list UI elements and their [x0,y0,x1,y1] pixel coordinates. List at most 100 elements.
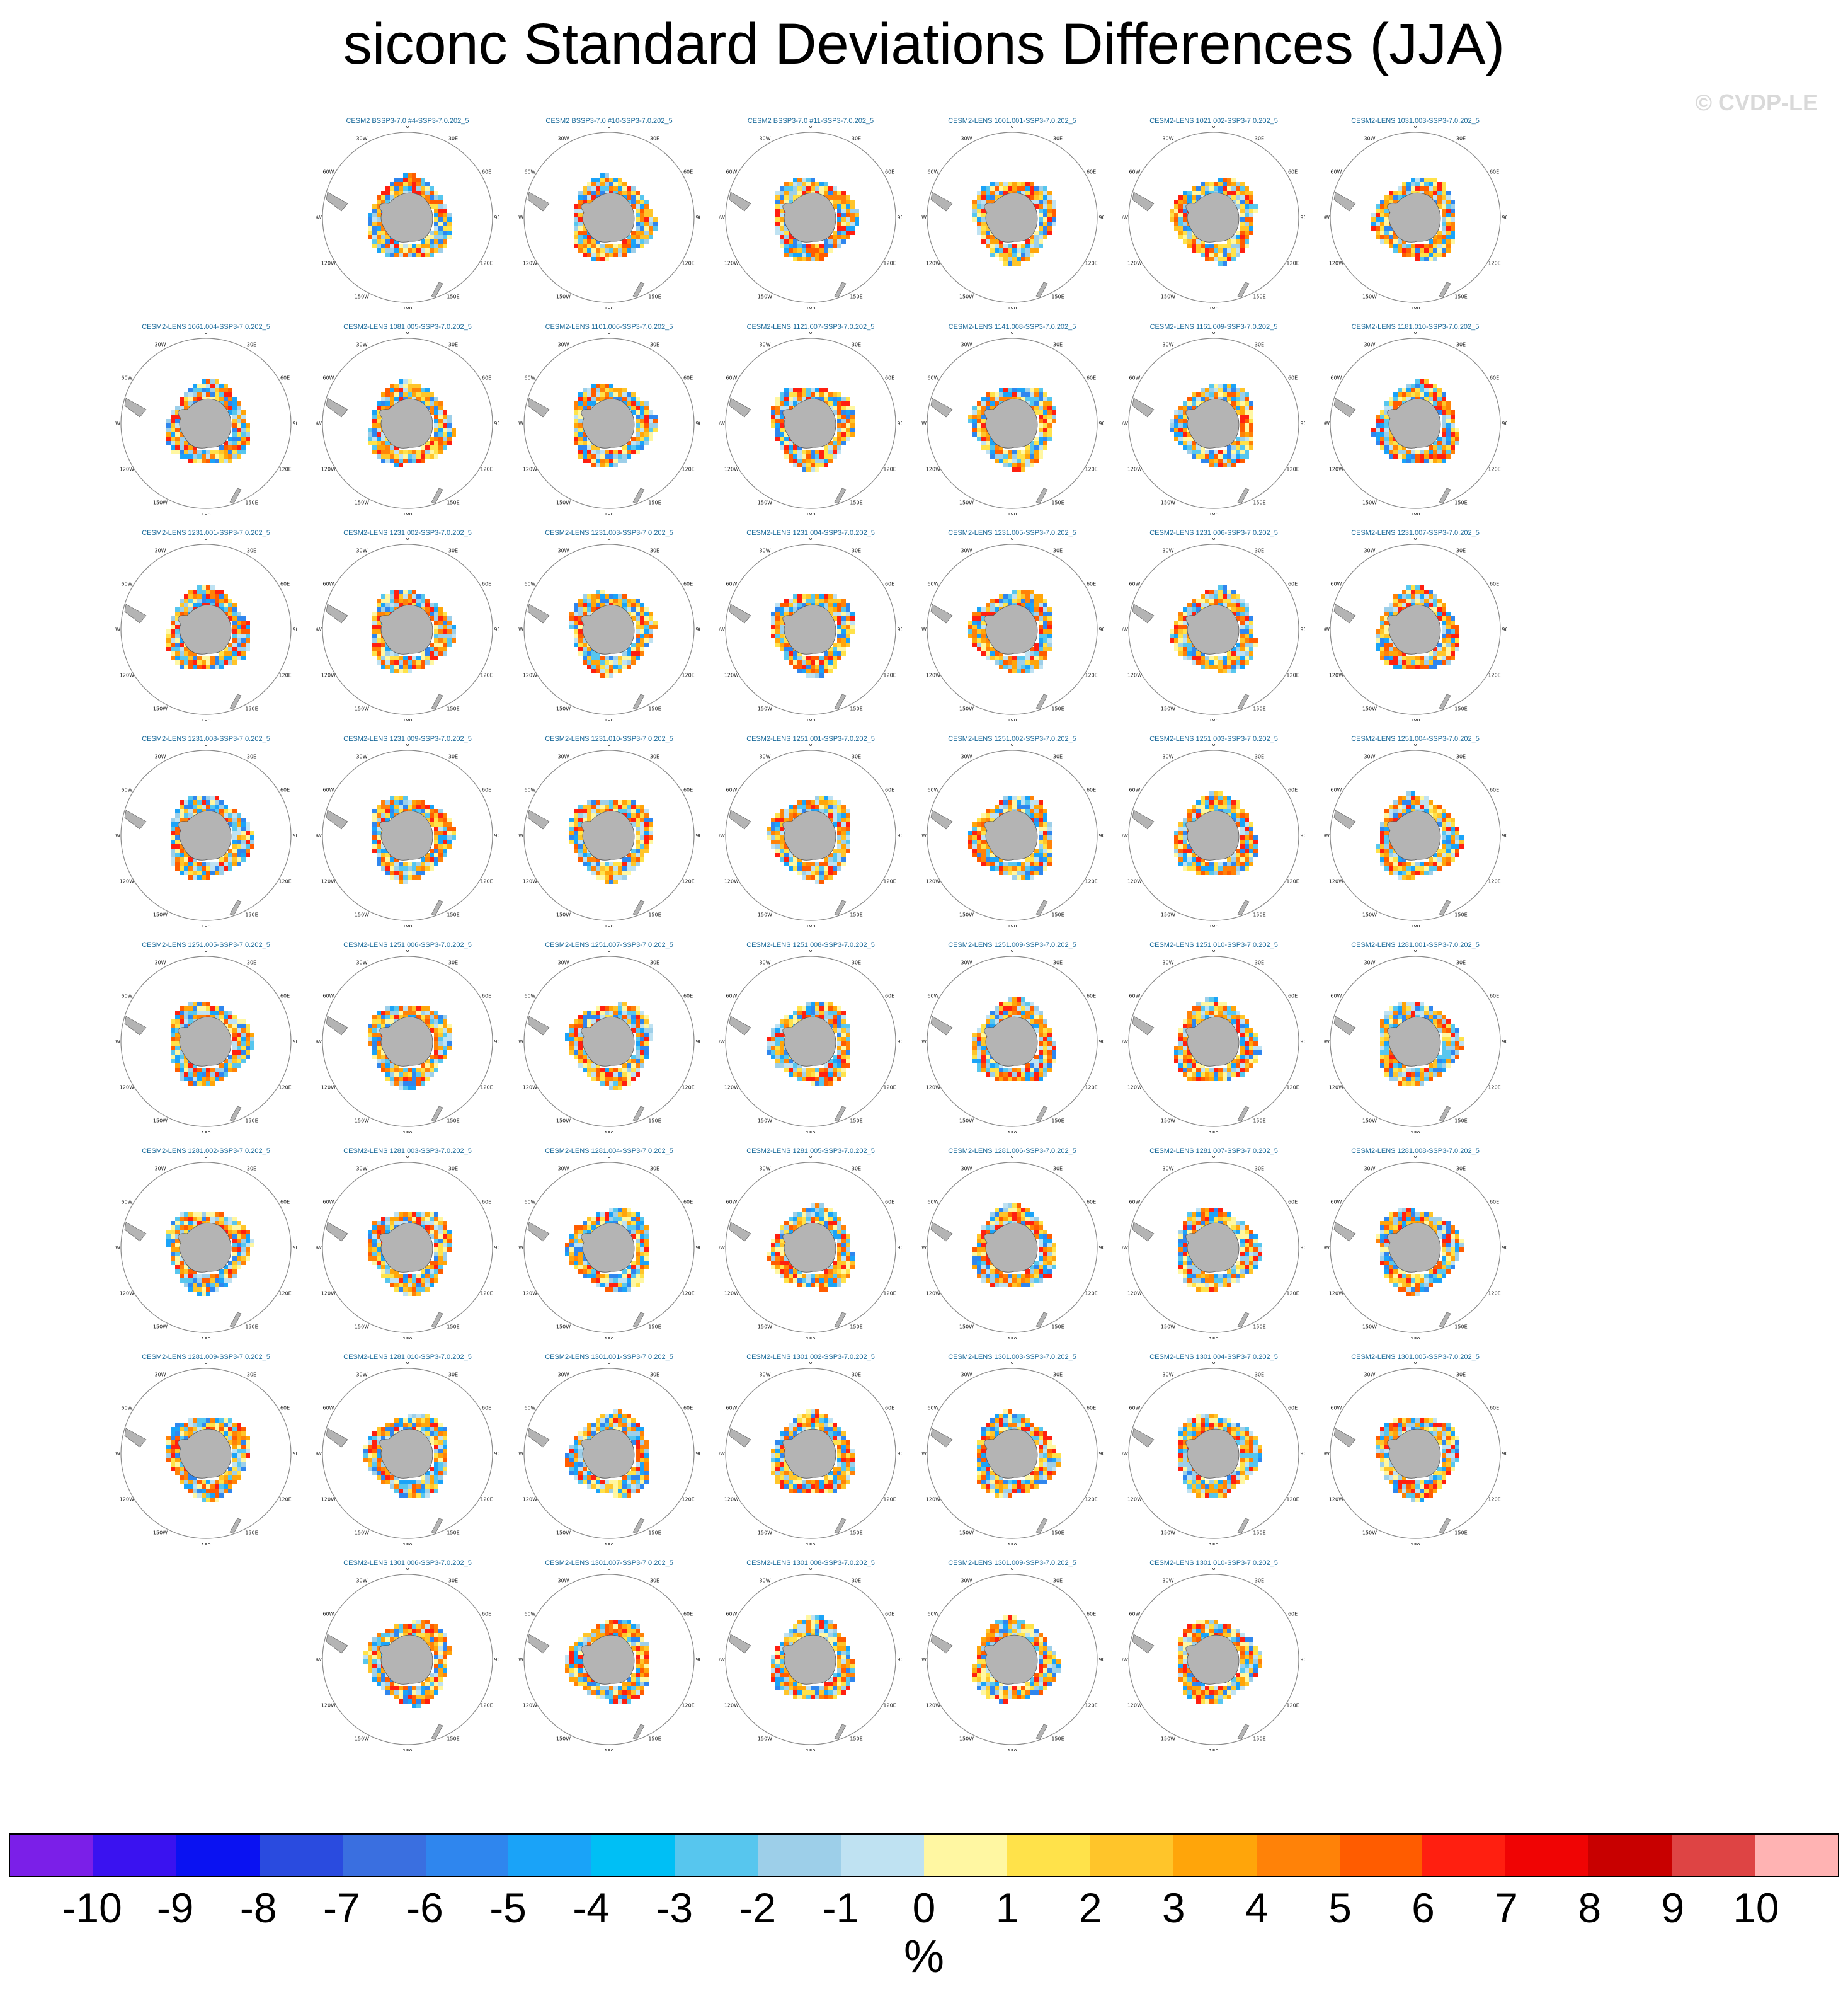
field-cell [1183,410,1187,415]
field-cell [1030,660,1034,665]
field-cell [241,441,246,445]
field-cell [1446,616,1451,621]
field-cell [775,397,780,401]
field-cell [241,840,246,844]
field-cell [802,186,806,191]
field-cell [197,862,202,866]
field-cell [1451,217,1455,222]
field-cell [381,612,385,616]
field-cell [824,463,828,467]
field-cell [394,463,399,467]
field-cell [1451,621,1455,625]
field-cell [587,235,591,239]
field-cell [1420,454,1424,459]
field-cell [403,871,408,875]
panel-title: CESM2-LENS 1231.007-SSP3-7.0.202_5 [1351,529,1480,537]
field-cell [574,432,578,437]
field-cell [578,818,583,822]
field-cell [583,853,587,857]
field-cell [636,419,640,423]
polar-map: 030E60E90E120E150E180150W120W90W60W30W [1122,126,1305,309]
field-cell [771,410,775,415]
field-cell [600,178,605,182]
field-cell [833,454,837,459]
field-cell [605,880,609,884]
field-cell [399,603,403,607]
lon-label: 60W [726,375,737,381]
field-cell [1196,244,1201,248]
lon-label: 60W [927,582,938,587]
field-cell [828,660,833,665]
field-cell [1245,226,1249,231]
field-cell [644,235,649,239]
field-cell [846,840,850,844]
field-cell [381,406,385,410]
field-cell [1249,621,1253,625]
field-cell [1201,186,1205,191]
field-cell [412,660,416,665]
field-cell [999,392,1003,397]
field-cell [166,647,171,651]
field-cell [1384,213,1389,217]
field-cell [846,415,850,419]
field-cell [1437,410,1442,415]
field-cell [385,392,390,397]
field-cell [640,831,644,835]
field-cell [1192,445,1196,450]
field-cell [828,857,833,862]
field-cell [399,450,403,454]
field-cell [1218,384,1223,388]
field-cell [1393,603,1398,607]
field-cell [618,656,622,660]
field-cell [385,805,390,809]
field-cell [1205,590,1209,594]
new-zealand-land [1035,694,1048,710]
field-cell [438,441,443,445]
field-cell [228,437,232,441]
field-cell [837,213,841,217]
field-cell [232,432,237,437]
field-cell [1437,244,1442,248]
field-cell [578,419,583,423]
field-cell [1380,239,1384,244]
field-cell [210,660,215,665]
field-cell [390,384,394,388]
field-cell [591,805,596,809]
field-cell [999,248,1003,253]
lon-label: 0 [204,332,207,335]
field-cell [841,200,846,204]
field-cell [977,410,981,415]
field-cell [631,866,636,871]
field-cell [1446,634,1451,638]
field-cell [1214,392,1218,397]
field-cell [613,182,618,186]
field-cell [837,392,841,397]
field-cell [241,450,246,454]
field-cell [1437,607,1442,612]
field-cell [977,406,981,410]
field-cell [1384,651,1389,656]
field-cell [802,665,806,669]
lon-label: 30W [154,547,166,553]
field-cell [1047,195,1052,200]
field-cell [609,866,613,871]
field-cell [1025,392,1030,397]
lon-label: 120E [480,673,493,679]
field-cell [824,244,828,248]
field-cell [1043,827,1047,831]
field-cell [1187,643,1192,647]
field-cell [237,629,241,634]
field-cell [232,853,237,857]
field-cell [1389,647,1393,651]
field-cell [206,388,210,392]
field-cell [627,186,631,191]
field-cell [1196,607,1201,612]
field-cell [1008,599,1012,603]
field-cell [1446,419,1451,423]
field-cell [1039,607,1043,612]
field-cell [1030,813,1034,818]
field-cell [1017,186,1021,191]
field-cell [403,392,408,397]
field-cell [1183,445,1187,450]
field-cell [1446,406,1451,410]
